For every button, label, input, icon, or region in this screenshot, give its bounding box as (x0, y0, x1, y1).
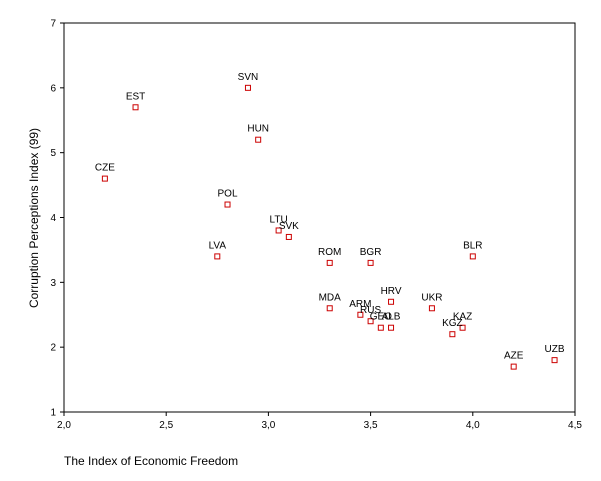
point-label: BGR (360, 247, 382, 258)
x-tick-label: 4,5 (568, 420, 582, 431)
point-marker (244, 84, 251, 91)
point-marker (275, 227, 282, 234)
point-label: BLR (463, 240, 482, 251)
point-label: GEO (370, 312, 392, 323)
x-axis: 2,0 2,5 3,0 3,5 4,0 4,5 (57, 412, 582, 431)
point-label: UZB (545, 344, 565, 355)
x-tick-label: 4,0 (466, 420, 480, 431)
point-marker (367, 259, 374, 266)
point-label: MDA (319, 292, 342, 303)
y-tick-label: 5 (50, 148, 56, 159)
point-marker (388, 324, 395, 331)
plot-border (63, 22, 576, 413)
point-label: SVN (238, 72, 259, 83)
point-marker (285, 233, 292, 240)
point-marker (357, 311, 364, 318)
point-marker (224, 201, 231, 208)
point-label: SVK (279, 221, 299, 232)
point-label: LVA (209, 240, 227, 251)
point-label: POL (218, 189, 238, 200)
y-tick-label: 6 (50, 83, 56, 94)
point-marker (388, 298, 395, 305)
point-label: CZE (95, 163, 115, 174)
x-tick-label: 2,5 (159, 420, 173, 431)
point-marker (428, 305, 435, 312)
point-label: AZE (504, 351, 524, 362)
x-tick-label: 3,0 (261, 420, 275, 431)
point-label: ARM (349, 299, 371, 310)
point-label: HRV (381, 286, 402, 297)
y-tick-label: 4 (50, 213, 56, 224)
y-tick-label: 1 (50, 408, 56, 419)
point-label: KGZ (442, 318, 463, 329)
point-marker (214, 253, 221, 260)
plot-frame (63, 22, 576, 413)
point-label: EST (126, 91, 145, 102)
point-label: UKR (421, 292, 442, 303)
y-tick-label: 3 (50, 278, 56, 289)
point-label: KAZ (453, 312, 472, 323)
y-axis-title: Corruption Perceptions Index (99) (27, 128, 41, 308)
y-axis: 1 2 3 4 5 6 7 (50, 19, 64, 419)
point-label: LTU (270, 214, 288, 225)
point-label: HUN (247, 124, 269, 135)
point-marker (510, 363, 517, 370)
x-tick-label: 3,5 (364, 420, 378, 431)
y-tick-label: 2 (50, 343, 56, 354)
point-label: ROM (318, 247, 341, 258)
point-marker (132, 104, 139, 111)
point-marker (326, 305, 333, 312)
point-marker (469, 253, 476, 260)
point-marker (255, 136, 262, 143)
point-marker (367, 318, 374, 325)
point-marker (449, 331, 456, 338)
point-label: RUS (360, 305, 381, 316)
point-marker (377, 324, 384, 331)
point-marker (459, 324, 466, 331)
x-axis-title: The Index of Economic Freedom (64, 454, 238, 468)
point-marker (326, 259, 333, 266)
point-label: ALB (382, 312, 401, 323)
x-tick-label: 2,0 (57, 420, 71, 431)
point-marker (551, 357, 558, 364)
y-tick-label: 7 (50, 19, 56, 30)
point-marker (101, 175, 108, 182)
